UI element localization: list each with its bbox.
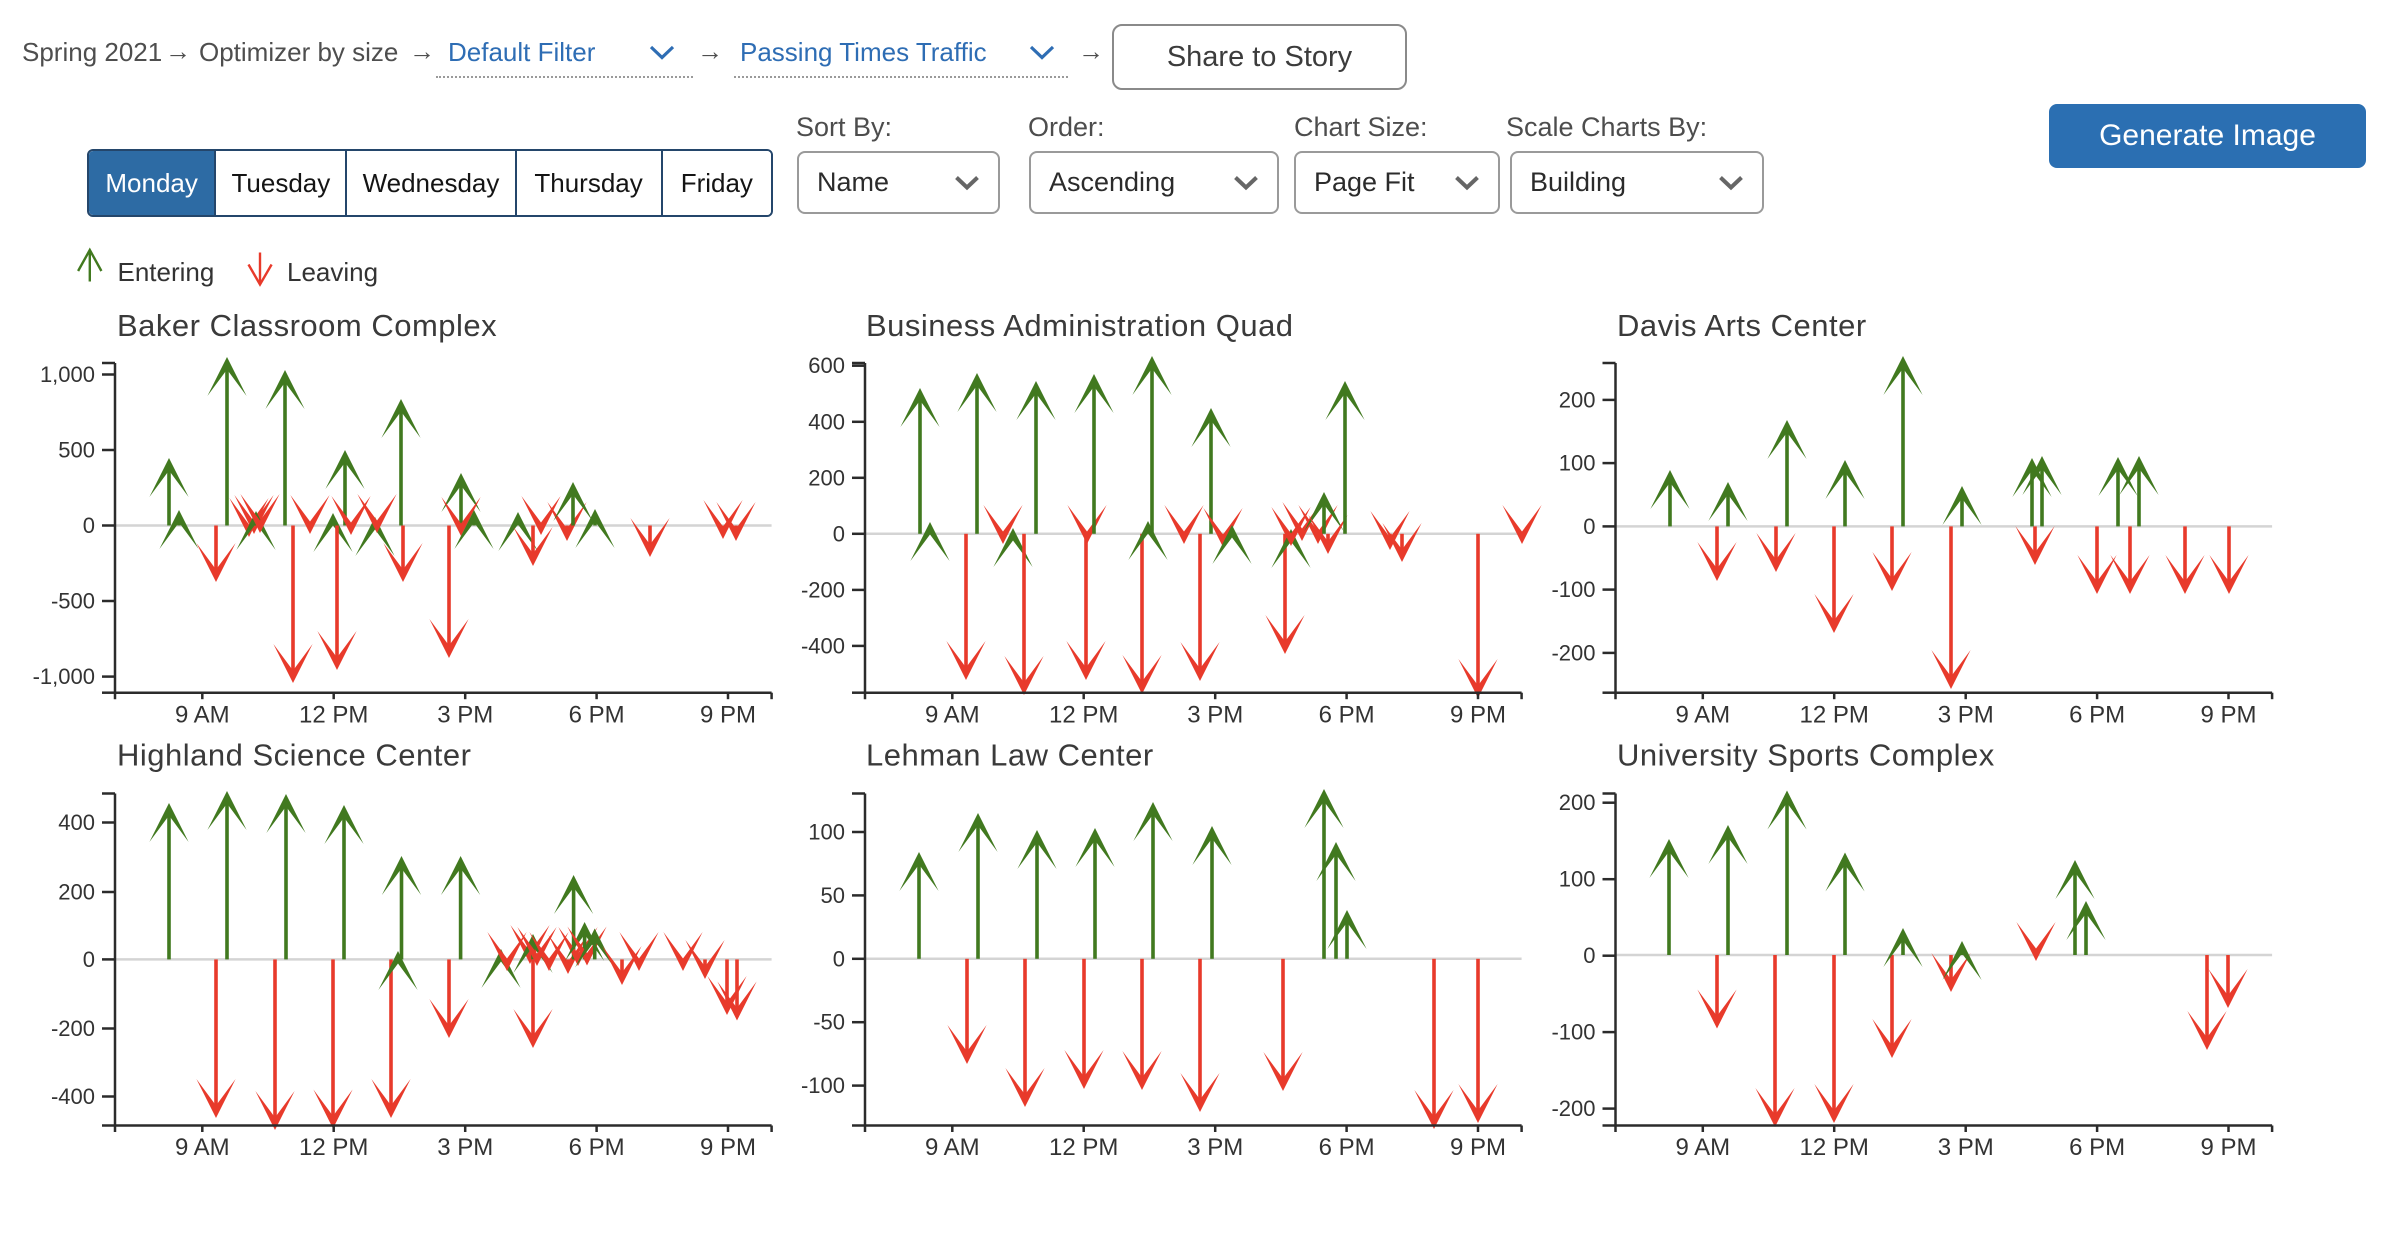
svg-text:3 PM: 3 PM: [1938, 701, 1994, 728]
svg-text:Baker Classroom Complex: Baker Classroom Complex: [117, 308, 497, 343]
svg-text:9 PM: 9 PM: [2200, 701, 2256, 728]
svg-text:12 PM: 12 PM: [1800, 701, 1869, 728]
svg-text:400: 400: [58, 810, 95, 835]
svg-text:-100: -100: [1551, 1020, 1595, 1045]
svg-text:100: 100: [1559, 867, 1596, 892]
svg-text:-500: -500: [51, 589, 95, 614]
svg-text:100: 100: [808, 820, 845, 845]
svg-text:Highland Science Center: Highland Science Center: [117, 738, 471, 773]
svg-text:9 PM: 9 PM: [1450, 701, 1506, 728]
svg-text:-400: -400: [51, 1084, 95, 1109]
svg-text:Business Administration Quad: Business Administration Quad: [866, 308, 1294, 343]
svg-text:9 AM: 9 AM: [925, 1134, 980, 1161]
svg-text:Leaving: Leaving: [287, 257, 378, 287]
svg-text:6 PM: 6 PM: [2069, 701, 2125, 728]
svg-text:-200: -200: [51, 1016, 95, 1041]
svg-text:12 PM: 12 PM: [1049, 701, 1118, 728]
svg-text:12 PM: 12 PM: [1800, 1134, 1869, 1161]
svg-text:600: 600: [808, 353, 845, 378]
svg-text:-200: -200: [1551, 640, 1595, 665]
svg-text:University Sports Complex: University Sports Complex: [1617, 738, 1995, 773]
svg-text:-100: -100: [1551, 577, 1595, 602]
svg-text:500: 500: [58, 438, 95, 463]
svg-text:200: 200: [808, 465, 845, 490]
svg-text:1,000: 1,000: [40, 362, 95, 387]
svg-text:-400: -400: [801, 633, 845, 658]
svg-text:200: 200: [58, 880, 95, 905]
svg-text:200: 200: [1559, 790, 1596, 815]
svg-text:0: 0: [1583, 943, 1595, 968]
svg-text:9 AM: 9 AM: [1675, 1134, 1730, 1161]
svg-text:6 PM: 6 PM: [1319, 1134, 1375, 1161]
svg-text:-200: -200: [801, 577, 845, 602]
svg-text:12 PM: 12 PM: [299, 701, 368, 728]
svg-text:-200: -200: [1551, 1096, 1595, 1121]
svg-text:Lehman Law Center: Lehman Law Center: [866, 738, 1154, 773]
svg-text:3 PM: 3 PM: [437, 701, 493, 728]
svg-text:-50: -50: [813, 1010, 845, 1035]
svg-text:12 PM: 12 PM: [1049, 1134, 1118, 1161]
svg-text:9 AM: 9 AM: [175, 701, 230, 728]
svg-text:-100: -100: [801, 1073, 845, 1098]
svg-text:9 PM: 9 PM: [700, 1134, 756, 1161]
svg-text:9 AM: 9 AM: [925, 701, 980, 728]
svg-text:6 PM: 6 PM: [1319, 701, 1375, 728]
svg-text:0: 0: [1583, 514, 1595, 539]
svg-text:0: 0: [83, 513, 95, 538]
svg-text:6 PM: 6 PM: [569, 1134, 625, 1161]
svg-text:0: 0: [83, 947, 95, 972]
svg-text:3 PM: 3 PM: [437, 1134, 493, 1161]
svg-text:200: 200: [1559, 387, 1596, 412]
svg-text:-1,000: -1,000: [33, 664, 95, 689]
svg-text:0: 0: [833, 946, 845, 971]
svg-text:9 AM: 9 AM: [1675, 701, 1730, 728]
svg-text:3 PM: 3 PM: [1187, 1134, 1243, 1161]
svg-text:100: 100: [1559, 451, 1596, 476]
svg-text:Entering: Entering: [118, 257, 215, 287]
svg-text:0: 0: [833, 521, 845, 546]
svg-text:9 PM: 9 PM: [1450, 1134, 1506, 1161]
svg-text:3 PM: 3 PM: [1187, 701, 1243, 728]
svg-text:400: 400: [808, 409, 845, 434]
svg-text:9 PM: 9 PM: [700, 701, 756, 728]
svg-text:3 PM: 3 PM: [1938, 1134, 1994, 1161]
svg-text:6 PM: 6 PM: [569, 701, 625, 728]
svg-text:Davis Arts Center: Davis Arts Center: [1617, 308, 1867, 343]
svg-text:9 PM: 9 PM: [2200, 1134, 2256, 1161]
svg-text:12 PM: 12 PM: [299, 1134, 368, 1161]
svg-text:6 PM: 6 PM: [2069, 1134, 2125, 1161]
svg-text:50: 50: [821, 883, 845, 908]
svg-text:9 AM: 9 AM: [175, 1134, 230, 1161]
